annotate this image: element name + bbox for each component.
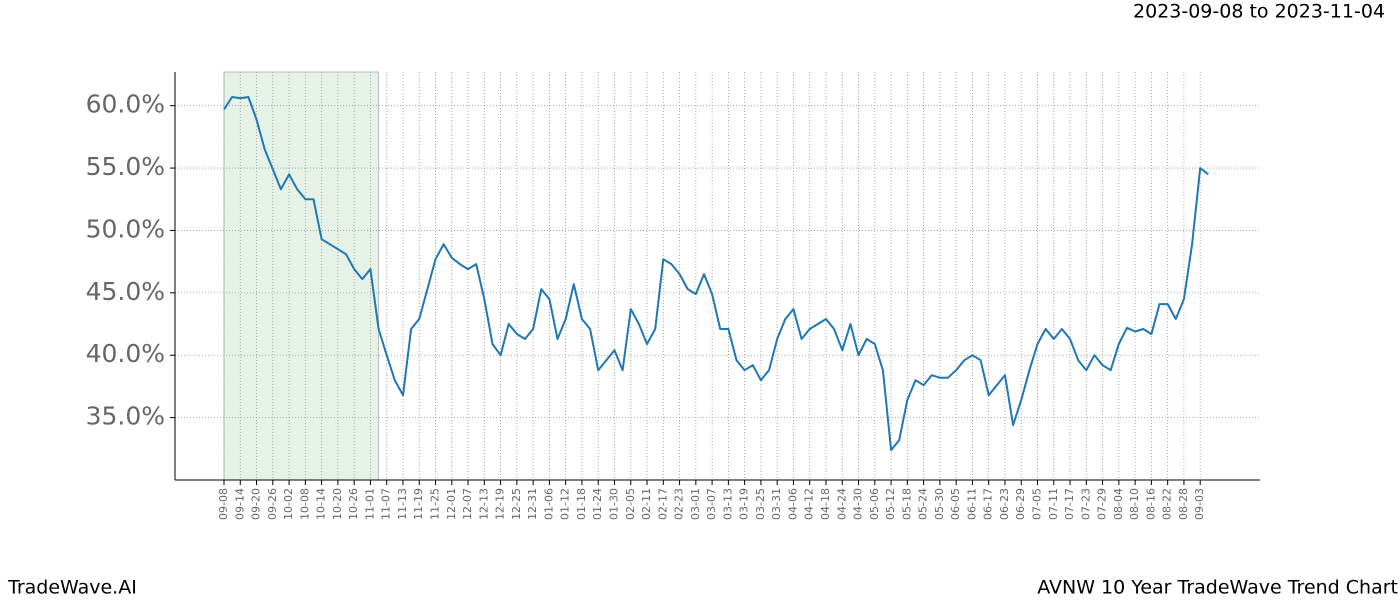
highlight-band — [223, 71, 380, 481]
x-tick-label: 06-17 — [982, 488, 995, 520]
x-tick-label: 08-16 — [1144, 488, 1157, 520]
x-tick-label: 09-08 — [217, 488, 230, 520]
x-tick-label: 03-19 — [738, 488, 751, 520]
x-tick-label: 06-23 — [998, 488, 1011, 520]
x-tick-label: 04-24 — [835, 488, 848, 520]
x-tick-label: 04-30 — [852, 488, 865, 520]
x-tick-label: 10-08 — [298, 488, 311, 520]
x-tick-label: 03-25 — [754, 488, 767, 520]
x-tick-label: 12-31 — [526, 488, 539, 520]
x-tick-label: 09-20 — [250, 488, 263, 520]
x-tick-label: 11-07 — [380, 488, 393, 520]
x-tick-label: 05-12 — [884, 488, 897, 520]
x-tick-label: 04-12 — [803, 488, 816, 520]
x-tick-label: 06-29 — [1014, 488, 1027, 520]
x-tick-label: 12-07 — [461, 488, 474, 520]
footer-left: TradeWave.AI — [7, 577, 137, 599]
data-line — [223, 96, 1209, 452]
x-tick-label: 04-18 — [819, 488, 832, 520]
y-tick-label: 60.0% — [86, 90, 165, 119]
x-tick-label: 02-23 — [673, 488, 686, 520]
x-tick-label: 08-28 — [1177, 488, 1190, 520]
x-tick-label: 01-18 — [575, 488, 588, 520]
y-tick-label: 45.0% — [86, 277, 165, 306]
x-tick-label: 08-10 — [1128, 488, 1141, 520]
y-tick-label: 50.0% — [86, 214, 165, 243]
x-tick-label: 07-17 — [1063, 488, 1076, 520]
x-tick-label: 01-12 — [559, 488, 572, 520]
header-title: 2023-09-08 to 2023-11-04 — [1133, 1, 1385, 23]
x-tick-label: 11-13 — [396, 488, 409, 520]
x-tick-label: 11-25 — [429, 488, 442, 520]
x-tick-label: 11-01 — [363, 488, 376, 520]
y-tick-label: 40.0% — [86, 339, 165, 368]
footer-right: AVNW 10 Year TradeWave Trend Chart — [1037, 577, 1398, 599]
x-tick-label: 12-13 — [477, 488, 490, 520]
x-tick-label: 09-14 — [233, 488, 246, 520]
x-tick-label: 07-23 — [1079, 488, 1092, 520]
x-tick-label: 07-11 — [1047, 488, 1060, 520]
x-tick-label: 10-20 — [331, 488, 344, 520]
x-tick-label: 08-22 — [1161, 488, 1174, 520]
x-tick-label: 09-26 — [266, 488, 279, 520]
x-tick-label: 02-17 — [656, 488, 669, 520]
x-tick-label: 03-01 — [689, 488, 702, 520]
y-tick-label: 35.0% — [86, 402, 165, 431]
x-tick-label: 02-05 — [624, 488, 637, 520]
x-tick-label: 01-06 — [542, 488, 555, 520]
x-tick-label: 12-25 — [510, 488, 523, 520]
x-tick-label: 09-03 — [1193, 488, 1206, 520]
x-tick-label: 03-07 — [705, 488, 718, 520]
x-tick-label: 11-19 — [412, 488, 425, 520]
x-tick-label: 06-05 — [949, 488, 962, 520]
x-tick-label: 02-11 — [640, 488, 653, 520]
x-tick-label: 05-30 — [933, 488, 946, 520]
x-tick-label: 10-26 — [347, 488, 360, 520]
x-tick-label: 10-02 — [282, 488, 295, 520]
x-tick-label: 08-04 — [1112, 488, 1125, 520]
x-tick-label: 05-06 — [868, 488, 881, 520]
x-tick-label: 05-18 — [900, 488, 913, 520]
x-tick-label: 01-24 — [591, 488, 604, 520]
x-tick-label: 06-11 — [965, 488, 978, 520]
x-tick-label: 03-31 — [770, 488, 783, 520]
x-tick-label: 10-14 — [315, 488, 328, 520]
x-tick-label: 01-30 — [607, 488, 620, 520]
x-tick-label: 07-05 — [1031, 488, 1044, 520]
x-tick-label: 05-24 — [917, 488, 930, 520]
x-tick-label: 12-19 — [494, 488, 507, 520]
x-tick-label: 03-13 — [721, 488, 734, 520]
y-tick-label: 55.0% — [86, 152, 165, 181]
x-tick-label: 12-01 — [445, 488, 458, 520]
x-tick-label: 07-29 — [1096, 488, 1109, 520]
x-tick-label: 04-06 — [786, 488, 799, 520]
